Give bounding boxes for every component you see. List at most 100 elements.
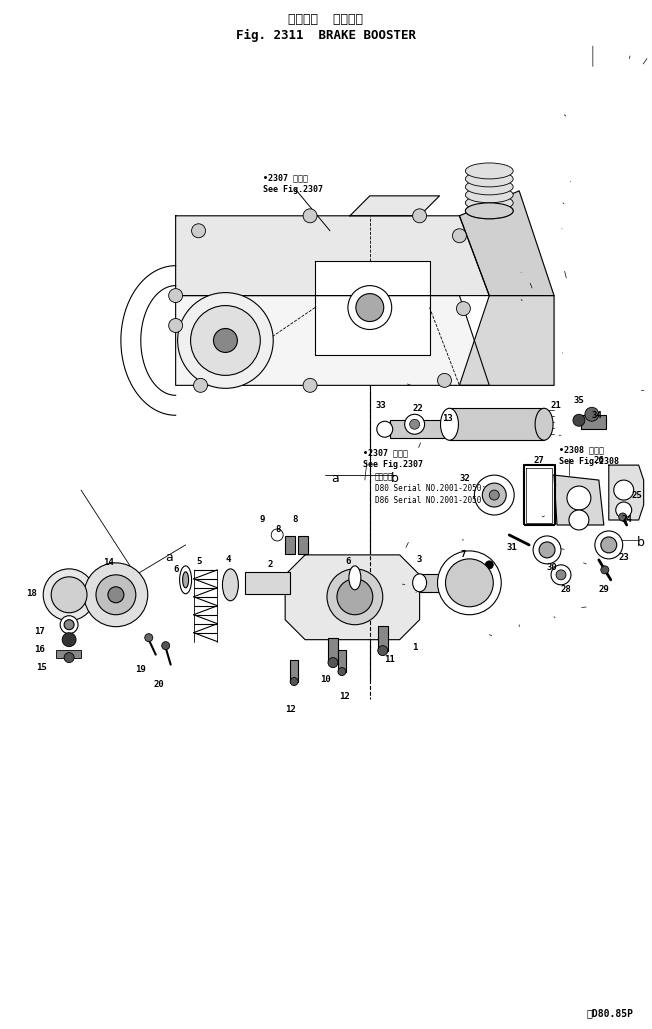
Circle shape	[456, 301, 470, 316]
Text: See Fig.2308: See Fig.2308	[559, 457, 619, 466]
Text: See Fig.2307: See Fig.2307	[363, 460, 423, 469]
Bar	[523, 464, 555, 524]
Text: 8: 8	[293, 516, 298, 525]
Circle shape	[413, 209, 426, 223]
Text: 適用年式: 適用年式	[375, 472, 393, 482]
Circle shape	[64, 652, 74, 663]
Polygon shape	[554, 475, 604, 525]
Circle shape	[601, 566, 609, 574]
Text: 6: 6	[345, 558, 351, 566]
Bar	[298, 536, 308, 554]
Circle shape	[539, 542, 555, 558]
Polygon shape	[175, 216, 489, 295]
Circle shape	[84, 563, 148, 627]
Bar	[378, 626, 388, 650]
Text: 18: 18	[26, 590, 37, 598]
Circle shape	[567, 486, 591, 510]
Circle shape	[409, 419, 420, 429]
Text: See Fig.2307: See Fig.2307	[263, 185, 323, 193]
Text: •2308 図参照: •2308 図参照	[559, 446, 604, 454]
Circle shape	[64, 619, 74, 630]
Text: 8: 8	[276, 526, 281, 534]
Text: 1: 1	[412, 643, 417, 652]
Text: 29: 29	[599, 586, 609, 595]
Text: 12: 12	[340, 693, 350, 701]
Text: 21: 21	[551, 401, 561, 410]
Text: ⓘD80.85P: ⓘD80.85P	[587, 1008, 634, 1019]
Ellipse shape	[183, 572, 188, 588]
Circle shape	[303, 379, 317, 392]
Circle shape	[337, 579, 373, 614]
Text: 33: 33	[376, 401, 386, 410]
Circle shape	[615, 502, 632, 518]
Bar	[581, 416, 606, 429]
Text: 23: 23	[618, 554, 629, 563]
Text: 15: 15	[36, 663, 46, 672]
Ellipse shape	[466, 179, 513, 194]
Text: 25: 25	[631, 491, 642, 499]
Circle shape	[585, 407, 599, 421]
Circle shape	[437, 551, 501, 614]
Text: 31: 31	[507, 543, 518, 553]
Circle shape	[482, 483, 506, 507]
Text: 2: 2	[267, 561, 273, 569]
Bar	[338, 649, 346, 672]
Polygon shape	[285, 555, 420, 640]
Text: 26: 26	[593, 456, 604, 465]
Circle shape	[338, 668, 346, 676]
Text: 5: 5	[196, 558, 201, 566]
Ellipse shape	[466, 203, 513, 219]
Circle shape	[303, 209, 317, 223]
Circle shape	[475, 475, 514, 514]
Circle shape	[108, 587, 124, 603]
Bar	[390, 420, 445, 438]
Text: b: b	[637, 536, 645, 549]
Circle shape	[569, 510, 589, 530]
Circle shape	[192, 223, 205, 238]
Ellipse shape	[466, 163, 513, 179]
Ellipse shape	[466, 194, 513, 211]
Text: 10: 10	[319, 675, 331, 684]
Polygon shape	[609, 465, 644, 520]
Circle shape	[194, 379, 207, 392]
Text: 28: 28	[561, 586, 571, 595]
Bar	[449, 409, 544, 440]
Polygon shape	[460, 295, 554, 385]
Circle shape	[213, 328, 237, 353]
Circle shape	[437, 374, 451, 387]
Circle shape	[445, 559, 494, 607]
Circle shape	[271, 529, 283, 541]
Text: 22: 22	[412, 403, 423, 413]
Text: Fig. 2311  BRAKE BOOSTER: Fig. 2311 BRAKE BOOSTER	[236, 29, 416, 42]
Text: b: b	[391, 471, 398, 485]
Circle shape	[169, 288, 183, 303]
Text: a: a	[165, 552, 173, 564]
Text: •2307 図参照: •2307 図参照	[363, 449, 408, 457]
Circle shape	[556, 570, 566, 579]
Polygon shape	[315, 260, 430, 355]
Circle shape	[162, 642, 170, 649]
Ellipse shape	[535, 409, 553, 440]
Circle shape	[348, 286, 392, 329]
Circle shape	[614, 481, 634, 500]
Text: D80 Serial NO.2001-2050:: D80 Serial NO.2001-2050:	[375, 484, 486, 493]
Ellipse shape	[466, 187, 513, 203]
Circle shape	[177, 292, 273, 388]
Circle shape	[452, 228, 466, 243]
Circle shape	[290, 677, 298, 685]
Ellipse shape	[466, 171, 513, 187]
Circle shape	[485, 561, 494, 569]
Circle shape	[573, 415, 585, 426]
Circle shape	[378, 645, 388, 655]
Circle shape	[356, 293, 384, 321]
Text: 27: 27	[534, 456, 544, 465]
Circle shape	[619, 513, 627, 521]
Circle shape	[190, 306, 260, 376]
Circle shape	[489, 490, 499, 500]
Circle shape	[43, 569, 95, 620]
Circle shape	[533, 536, 561, 564]
Text: 35: 35	[574, 396, 584, 404]
Text: a: a	[331, 471, 339, 485]
Bar	[524, 465, 554, 525]
Text: 9: 9	[259, 516, 265, 525]
